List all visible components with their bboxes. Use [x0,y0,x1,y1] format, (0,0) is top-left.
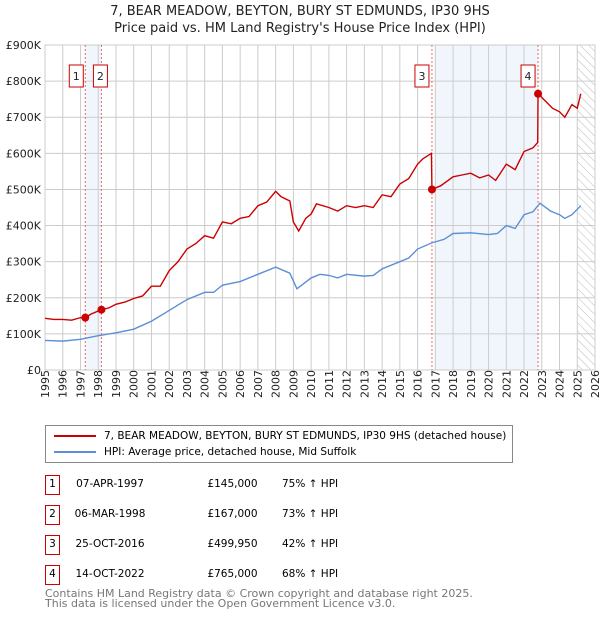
legend-label: 7, BEAR MEADOW, BEYTON, BURY ST EDMUNDS,… [104,430,507,442]
legend: 7, BEAR MEADOW, BEYTON, BURY ST EDMUNDS,… [45,425,513,463]
y-tick-label: £200K [6,292,42,305]
sale-label-box [520,64,536,88]
legend-swatch-red [54,435,96,437]
x-tick-label: 2008 [270,370,283,398]
hpi-line [44,202,582,342]
chart-subtitle: Price paid vs. HM Land Registry's House … [114,21,486,36]
sale-date: 25-OCT-2016 [75,538,145,550]
x-tick-label: 2022 [518,370,531,398]
table-row: 1 07-APR-1997 £145,000 75% ↑ HPI [45,475,495,495]
x-tick-label: 2016 [412,370,425,398]
x-tick-label: 2013 [358,370,371,398]
sale-price: £765,000 [207,568,258,580]
legend-label: HPI: Average price, detached house, Mid … [104,446,357,458]
sale-label: 4 [525,70,532,83]
x-tick-label: 2018 [447,370,460,398]
x-tick-label: 2006 [234,370,247,398]
forecast-hatch [577,45,595,370]
x-tick-label: 2025 [571,370,584,398]
hpi-change: 42% ↑ HPI [282,538,339,550]
legend-swatch-blue [54,451,96,453]
price-chart: 1995 1996 1997 1998 1999 2000 2001 2002 2003 2004… [6,39,600,398]
x-tick-label: 1998 [92,370,105,398]
sale-label: 2 [97,70,104,83]
sale-label: 3 [418,70,425,83]
footer: Contains HM Land Registry data © Crown c… [45,587,473,610]
x-tick-label: 2026 [589,370,600,398]
x-tick-label: 2021 [500,370,513,398]
x-tick-label: 2003 [181,370,194,398]
sale-number-badge: 4 [45,565,60,585]
y-tick-label: £300K [6,256,42,269]
y-tick-label: £900K [6,39,42,52]
footer-licence: This data is licensed under the Open Gov… [45,597,396,610]
sale-point [81,313,90,322]
x-tick-label: 1999 [110,370,123,398]
x-tick-label: 2012 [341,370,354,398]
sale-date: 06-MAR-1998 [74,508,146,520]
shaded-period [435,45,539,370]
x-tick-label: 2007 [252,370,265,398]
sale-point [97,305,106,314]
legend-item-property: 7, BEAR MEADOW, BEYTON, BURY ST EDMUNDS,… [54,430,506,442]
sale-label-box [68,64,84,88]
x-tick-label: 2020 [483,370,496,398]
x-tick-label: 2010 [305,370,318,398]
x-tick-label: 2009 [287,370,300,398]
y-tick-label: £100K [6,328,42,341]
sale-label-box [414,64,430,88]
hpi-change: 75% ↑ HPI [282,478,339,490]
shaded-period [85,45,102,370]
footer-copyright: Contains HM Land Registry data © Crown c… [45,587,473,600]
sale-price: £145,000 [207,478,258,490]
x-tick-label: 2001 [145,370,158,398]
sale-point [427,185,436,194]
x-tick-label: 1996 [57,370,70,398]
x-tick-label: 2017 [429,370,442,398]
y-tick-label: £400K [6,220,42,233]
chart-title: 7, BEAR MEADOW, BEYTON, BURY ST EDMUNDS,… [110,4,490,19]
x-tick-label: 2000 [128,370,141,398]
y-tick-label: £600K [6,147,42,160]
sale-date: 07-APR-1997 [76,478,144,490]
sale-price: £167,000 [207,508,258,520]
sale-date: 14-OCT-2022 [75,568,145,580]
table-row: 4 14-OCT-2022 £765,000 68% ↑ HPI [45,565,495,585]
property-price-line [44,92,582,321]
x-tick-label: 2004 [199,370,212,398]
sale-number-badge: 2 [45,505,60,525]
x-tick-label: 1995 [39,370,52,398]
y-tick-label: £800K [6,75,42,88]
y-tick-label: £0 [27,364,41,377]
table-row: 3 25-OCT-2016 £499,950 42% ↑ HPI [45,535,495,555]
sale-label: 1 [73,70,80,83]
sale-point [534,89,543,98]
y-tick-label: £700K [6,111,42,124]
x-tick-label: 1997 [74,370,87,398]
sale-number-badge: 1 [45,475,60,495]
sale-label-box [92,64,108,88]
x-tick-label: 2002 [163,370,176,398]
x-tick-label: 2023 [536,370,549,398]
y-tick-label: £500K [6,183,42,196]
legend-item-hpi: HPI: Average price, detached house, Mid … [54,446,356,458]
x-tick-label: 2014 [376,370,389,398]
sale-price: £499,950 [207,538,258,550]
x-tick-label: 2005 [216,370,229,398]
table-row: 2 06-MAR-1998 £167,000 73% ↑ HPI [45,505,495,525]
sale-number-badge: 3 [45,535,60,555]
plot-frame [44,44,596,371]
x-tick-label: 2011 [323,370,336,398]
hpi-change: 68% ↑ HPI [282,568,339,580]
x-tick-label: 2015 [394,370,407,398]
x-tick-label: 2019 [465,370,478,398]
x-tick-label: 2024 [554,370,567,398]
hpi-change: 73% ↑ HPI [282,508,339,520]
